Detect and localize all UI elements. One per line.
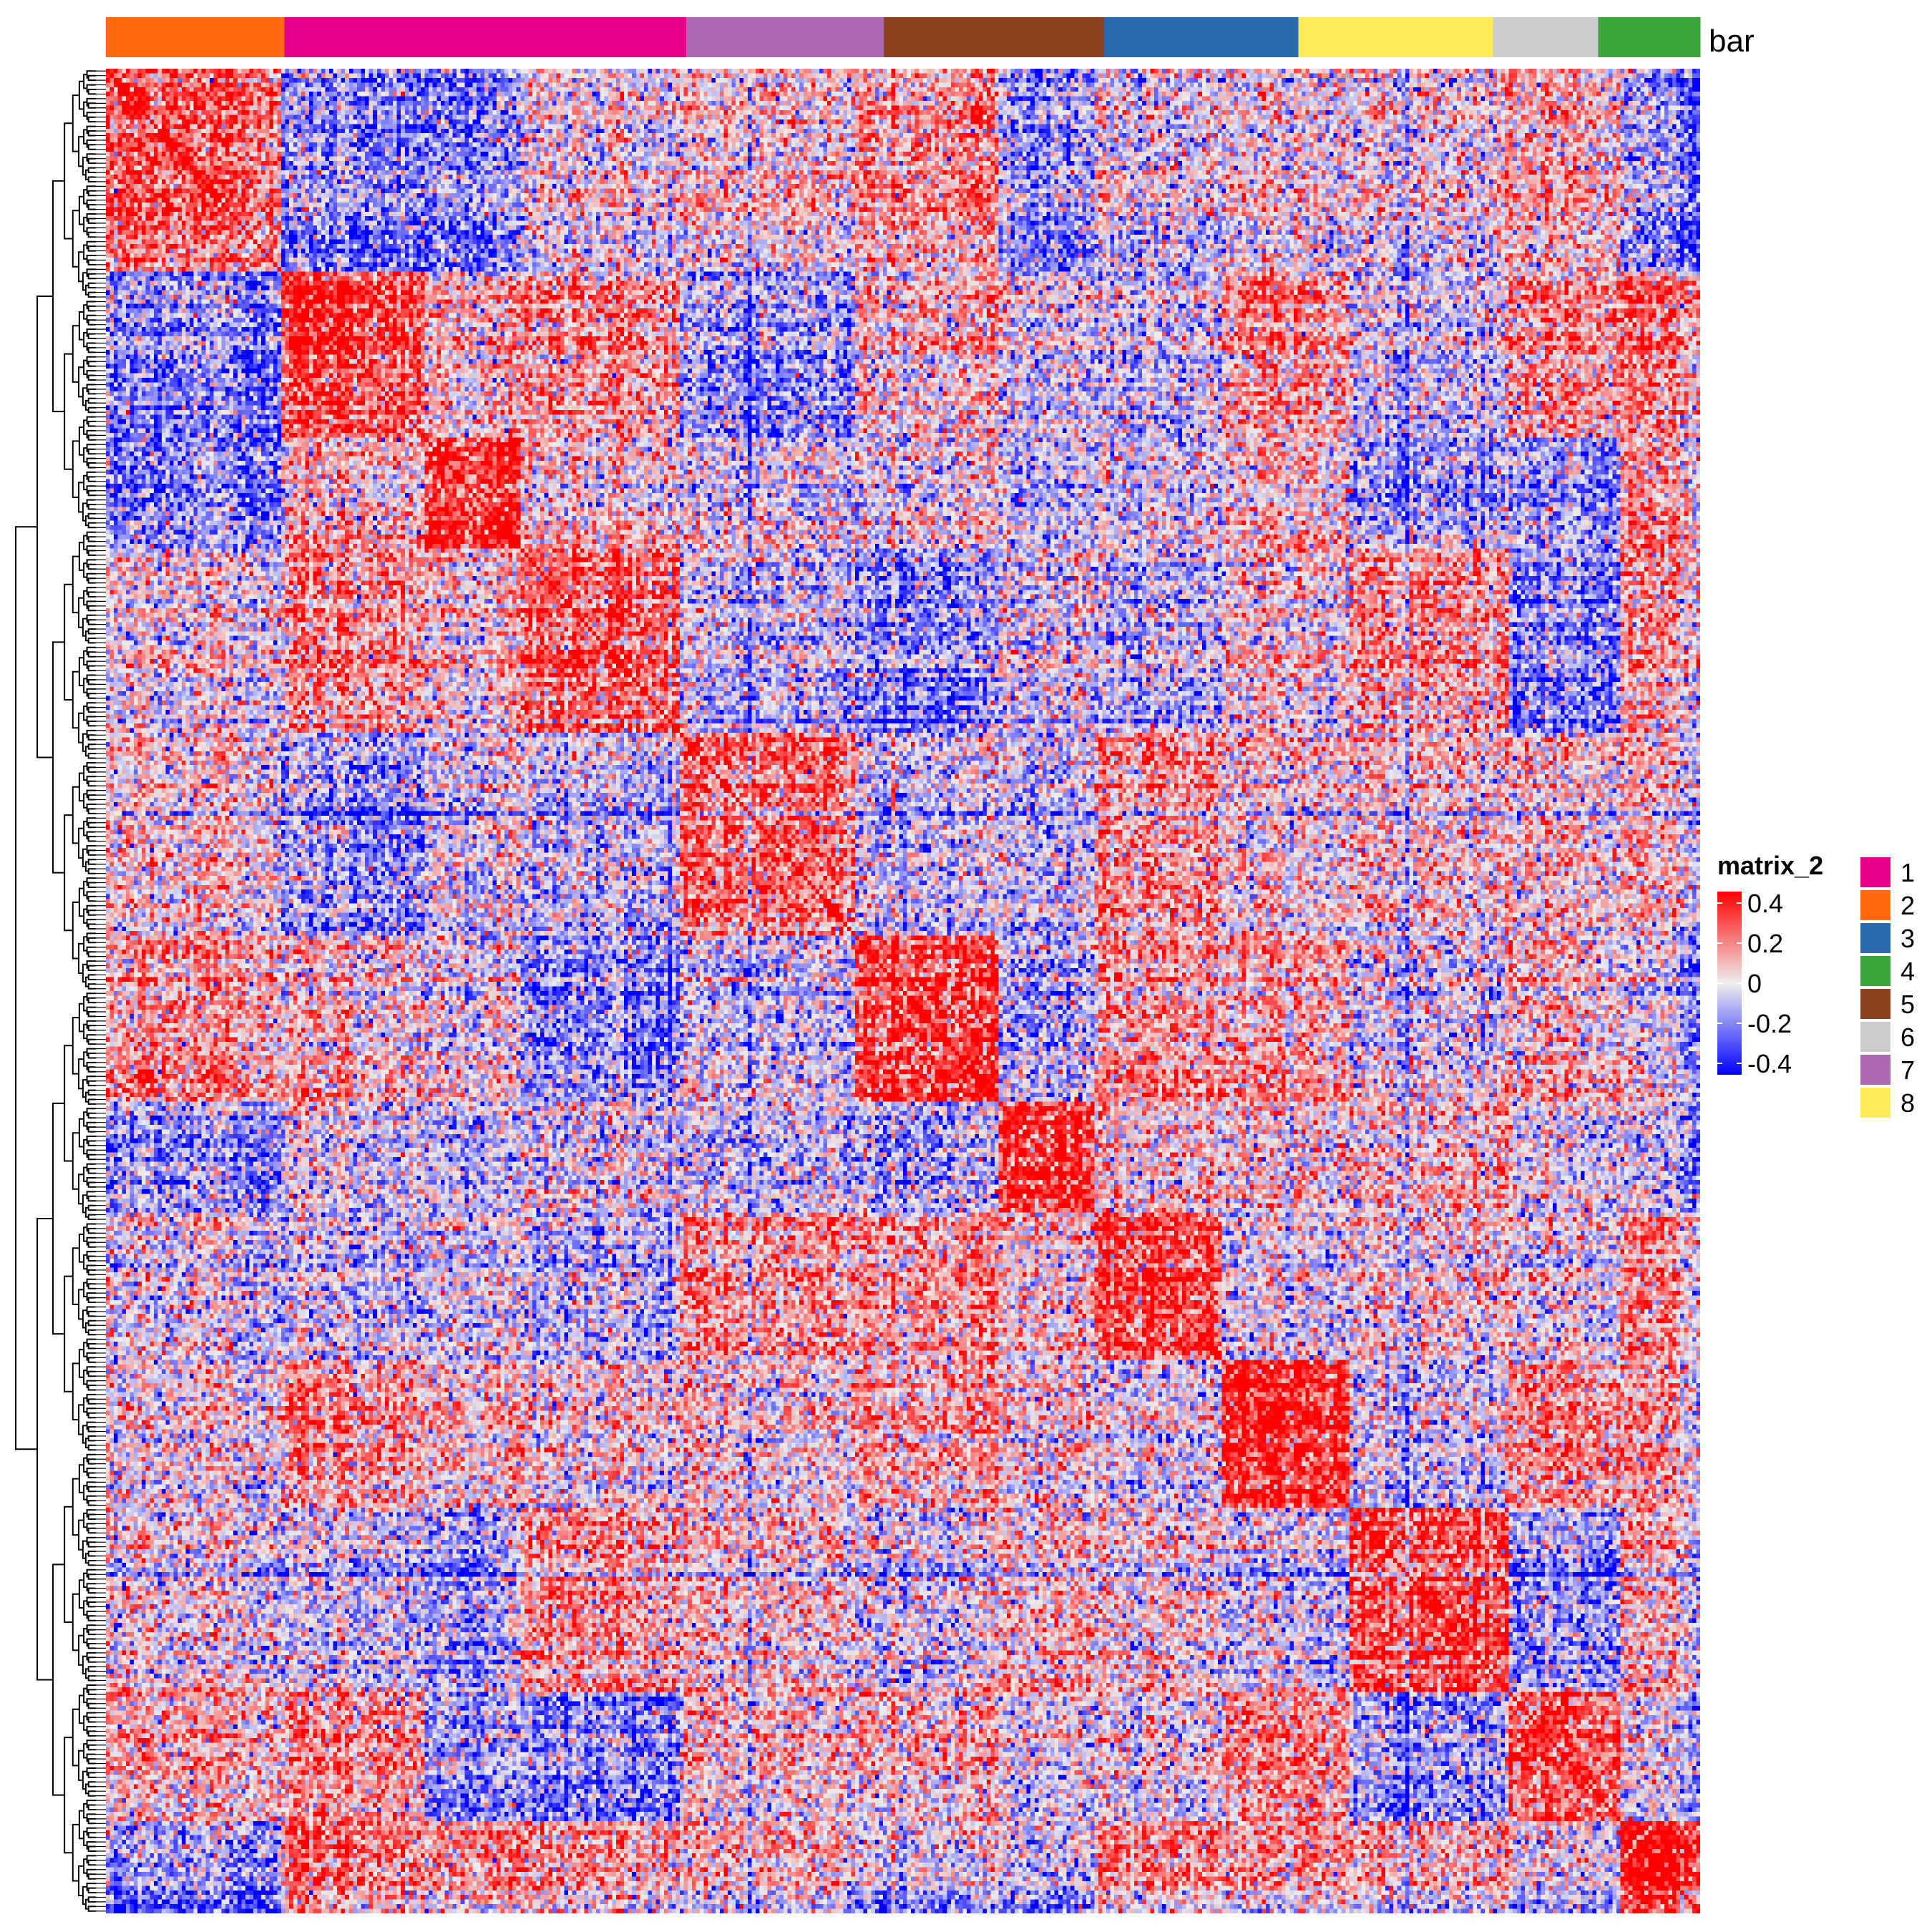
color-legend-tick-label: 0.4 [1747,889,1783,918]
heatmap-matrix [106,69,1700,1913]
annotation-segment-6 [1493,17,1599,57]
annotation-segment-5 [884,17,1105,57]
category-label-7: 7 [1901,1055,1915,1085]
annotation-segment-2 [106,17,286,57]
color-legend-tick-label: -0.2 [1747,1009,1792,1038]
annotation-segment-1 [284,17,687,57]
category-swatch-7 [1860,1055,1890,1085]
row-tick-marks [96,70,106,1912]
row-dendrogram [15,70,96,1912]
category-label-6: 6 [1901,1023,1915,1052]
category-label-3: 3 [1901,924,1915,953]
category-swatch-6 [1860,1022,1890,1052]
color-legend-tick-label: -0.4 [1747,1049,1792,1078]
color-legend-title: matrix_2 [1717,851,1823,880]
category-label-5: 5 [1901,990,1915,1019]
category-label-4: 4 [1901,957,1915,986]
category-swatch-8 [1860,1088,1890,1118]
category-swatch-3 [1860,923,1890,953]
category-label-2: 2 [1901,891,1915,920]
category-swatch-2 [1860,890,1890,920]
category-swatch-5 [1860,989,1890,1019]
annotation-segment-8 [1298,17,1493,57]
category-swatch-4 [1860,956,1890,986]
annotation-segment-7 [686,17,884,57]
annotation-segment-4 [1598,17,1701,57]
color-legend-ticks: 0.4 0.2 0 -0.2 -0.4 [1717,889,1792,1078]
color-legend-tick-label: 0 [1747,969,1762,998]
category-legend: 1 2 3 4 5 6 78 [1860,857,1915,1118]
annotation-name: bar [1709,24,1755,59]
annotation-bar [106,17,1701,57]
category-swatch-1 [1860,857,1890,887]
category-label-8: 8 [1901,1088,1915,1118]
category-label-1: 1 [1901,858,1915,887]
color-legend-tick-label: 0.2 [1747,929,1783,958]
annotation-segment-3 [1103,17,1299,57]
